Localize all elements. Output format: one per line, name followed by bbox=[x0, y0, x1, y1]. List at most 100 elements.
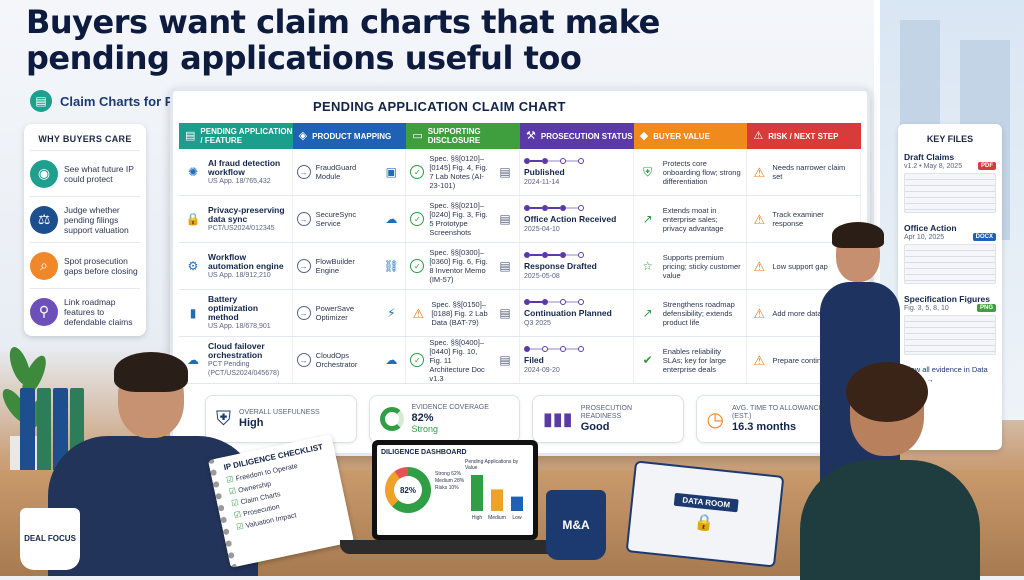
application-number: PCT Pending (PCT/US2024/045678) bbox=[208, 361, 280, 377]
disclosure-text: Spec. §§[0300]–[0360] Fig. 6, Fig. 8 Inv… bbox=[429, 248, 488, 284]
bar bbox=[511, 496, 523, 511]
file-type-badge: DOCX bbox=[972, 233, 996, 241]
risk-text: Add more data examples bbox=[772, 308, 856, 318]
arrow-right-icon: → bbox=[296, 306, 311, 320]
header-value: ◆ BUYER VALUE bbox=[633, 123, 748, 149]
status-progress bbox=[524, 204, 585, 211]
document-icon: ▤ bbox=[499, 164, 511, 179]
cell-product: → CloudOps Orchestrator ☁ bbox=[293, 337, 407, 383]
header-disclosure: ▭ SUPPORTING DISCLOSURE bbox=[406, 123, 521, 149]
legend-item: Medium 28% bbox=[435, 478, 465, 484]
table-row[interactable]: ✺ AI fraud detection workflow US App. 18/… bbox=[179, 149, 862, 196]
cell-disclosure: ✓ Spec. §§[0300]–[0360] Fig. 6, Fig. 8 I… bbox=[406, 243, 521, 289]
cell-feature: 🔒 Privacy-preserving data sync PCT/US2024… bbox=[179, 196, 293, 242]
why-title: WHY BUYERS CARE bbox=[38, 134, 132, 144]
cell-product: → FlowBuilder Engine ⛓ bbox=[293, 243, 407, 289]
folder-icon: ▭ bbox=[412, 129, 423, 142]
warning-icon: ⚠ bbox=[753, 164, 766, 180]
data-room-binder: DATA ROOM 🔒 bbox=[625, 460, 785, 568]
table-row[interactable]: 🔒 Privacy-preserving data sync PCT/US2024… bbox=[179, 196, 862, 243]
shield-icon: ⛨ bbox=[643, 164, 653, 179]
scales-icon: ⚖ bbox=[30, 205, 58, 234]
arrow-right-icon: → bbox=[296, 212, 311, 226]
arrow-right-icon: → bbox=[296, 165, 311, 179]
figure-thumbnail bbox=[904, 315, 996, 355]
status-date: 2025-04-10 bbox=[524, 225, 560, 233]
kpi-value: 82% bbox=[411, 412, 434, 424]
file-name: Draft Claims bbox=[904, 152, 955, 162]
table-row[interactable]: ⚙ Workflow automation engine US App. 18/9… bbox=[179, 243, 862, 290]
magnifier-icon: ⌕ bbox=[30, 251, 58, 280]
status-progress bbox=[524, 157, 585, 164]
kpi-label: EVIDENCE COVERAGE bbox=[411, 404, 489, 411]
table-row[interactable]: ▮ Battery optimization method US App. 18/… bbox=[179, 290, 862, 337]
value-text: Protects core onboarding flow; strong di… bbox=[662, 158, 741, 186]
diamond-icon: ◆ bbox=[639, 129, 649, 142]
kpi-label: PROSECUTION READINESS bbox=[580, 405, 633, 420]
header-status: ⚒ PROSECUTION STATUS bbox=[520, 123, 634, 149]
status-progress bbox=[524, 345, 585, 352]
status-label: Continuation Planned bbox=[524, 307, 612, 318]
why-text: Link roadmap features to defendable clai… bbox=[64, 296, 133, 327]
why-text: Judge whether pending filings support va… bbox=[64, 204, 129, 235]
star-icon: ☆ bbox=[642, 258, 654, 273]
product-name: SecureSync Service bbox=[315, 210, 357, 228]
dashboard-bar-chart: Pending Applications by Value High Medium… bbox=[465, 459, 531, 521]
cell-status: Response Drafted 2025-05-08 bbox=[520, 243, 634, 289]
table-row[interactable]: ☁ Cloud failover orchestration PCT Pendin… bbox=[179, 337, 862, 384]
cell-feature: ✺ AI fraud detection workflow US App. 18/… bbox=[179, 149, 293, 195]
document-icon: ▤ bbox=[499, 258, 511, 273]
file-item[interactable]: Office Action Apr 10, 2025 DOCX bbox=[904, 223, 996, 284]
feature-name: AI fraud detection workflow bbox=[208, 157, 281, 177]
doc-thumbnail bbox=[904, 173, 996, 213]
trend-icon: ↗ bbox=[642, 305, 653, 320]
application-number: US App. 18/765,432 bbox=[208, 177, 271, 185]
bar bbox=[491, 489, 503, 511]
binder-label: DATA ROOM bbox=[673, 492, 739, 512]
brain-icon: ✺ bbox=[187, 164, 199, 179]
disclosure-text: Spec. §§[0400]–[0440] Fig. 10, Fig. 11 A… bbox=[429, 337, 485, 383]
deal-focus-mug: DEAL FOCUS bbox=[20, 508, 80, 570]
dashboard-pie: 82% bbox=[385, 467, 431, 513]
status-label: Response Drafted bbox=[524, 260, 597, 271]
file-item[interactable]: Draft Claims v1.2 • May 8, 2025 PDF bbox=[904, 152, 996, 213]
power-icon: ⚡ bbox=[387, 305, 396, 320]
file-name: Office Action bbox=[904, 223, 957, 233]
cell-value: ↗ Extends moat in enterprise sales; priv… bbox=[634, 196, 748, 242]
headline: Buyers want claim charts that make pendi… bbox=[26, 3, 660, 77]
kpi-value: 16.3 months bbox=[731, 421, 797, 433]
why-item: ◉ See what future IP could protect bbox=[30, 150, 140, 196]
check-icon: ✓ bbox=[410, 353, 425, 367]
check-icon: ✓ bbox=[410, 259, 425, 273]
warning-icon: ⚠ bbox=[753, 352, 766, 368]
chart-up-icon: ↗ bbox=[642, 211, 653, 226]
list-icon: ▤ bbox=[185, 129, 196, 142]
product-name: FlowBuilder Engine bbox=[315, 257, 355, 275]
risk-text: Track examiner response bbox=[772, 210, 824, 228]
cell-product: → FraudGuard Module ▣ bbox=[293, 149, 407, 195]
header-risk: ⚠ RISK / NEXT STEP bbox=[747, 123, 862, 149]
warning-icon: ⚠ bbox=[753, 211, 766, 227]
status-label: Office Action Received bbox=[524, 213, 617, 224]
bar-label: High bbox=[472, 515, 483, 521]
product-name: CloudOps Orchestrator bbox=[315, 351, 358, 369]
cube-icon: ◈ bbox=[298, 129, 308, 142]
doc-thumbnail bbox=[904, 244, 996, 284]
dashboard-title: DILIGENCE DASHBOARD bbox=[381, 449, 467, 456]
check-icon: ✔ bbox=[642, 352, 653, 367]
clock-icon: ◷ bbox=[706, 408, 724, 431]
risk-text: Needs narrower claim set bbox=[772, 163, 846, 181]
kpi-usefulness: ⛨ OVERALL USEFULNESS High bbox=[205, 395, 357, 443]
value-text: Extends moat in enterprise sales; privac… bbox=[662, 205, 724, 233]
status-date: 2025-05-08 bbox=[524, 272, 560, 280]
document-icon: ▤ bbox=[499, 352, 511, 367]
lock-icon: 🔒 bbox=[693, 513, 715, 533]
application-number: PCT/US2024/012345 bbox=[208, 224, 275, 232]
risk-text: Prepare continuation bbox=[772, 355, 842, 365]
cell-value: ☆ Supports premium pricing; sticky custo… bbox=[634, 243, 748, 289]
flow-icon: ⛓ bbox=[383, 258, 399, 273]
status-label: Filed bbox=[524, 354, 544, 365]
laptop: DILIGENCE DASHBOARD 82% Strong 62% Mediu… bbox=[372, 440, 538, 540]
file-item[interactable]: Specification Figures Fig. 3, 5, 8, 10 PN… bbox=[904, 294, 996, 355]
status-label: Published bbox=[524, 166, 565, 177]
